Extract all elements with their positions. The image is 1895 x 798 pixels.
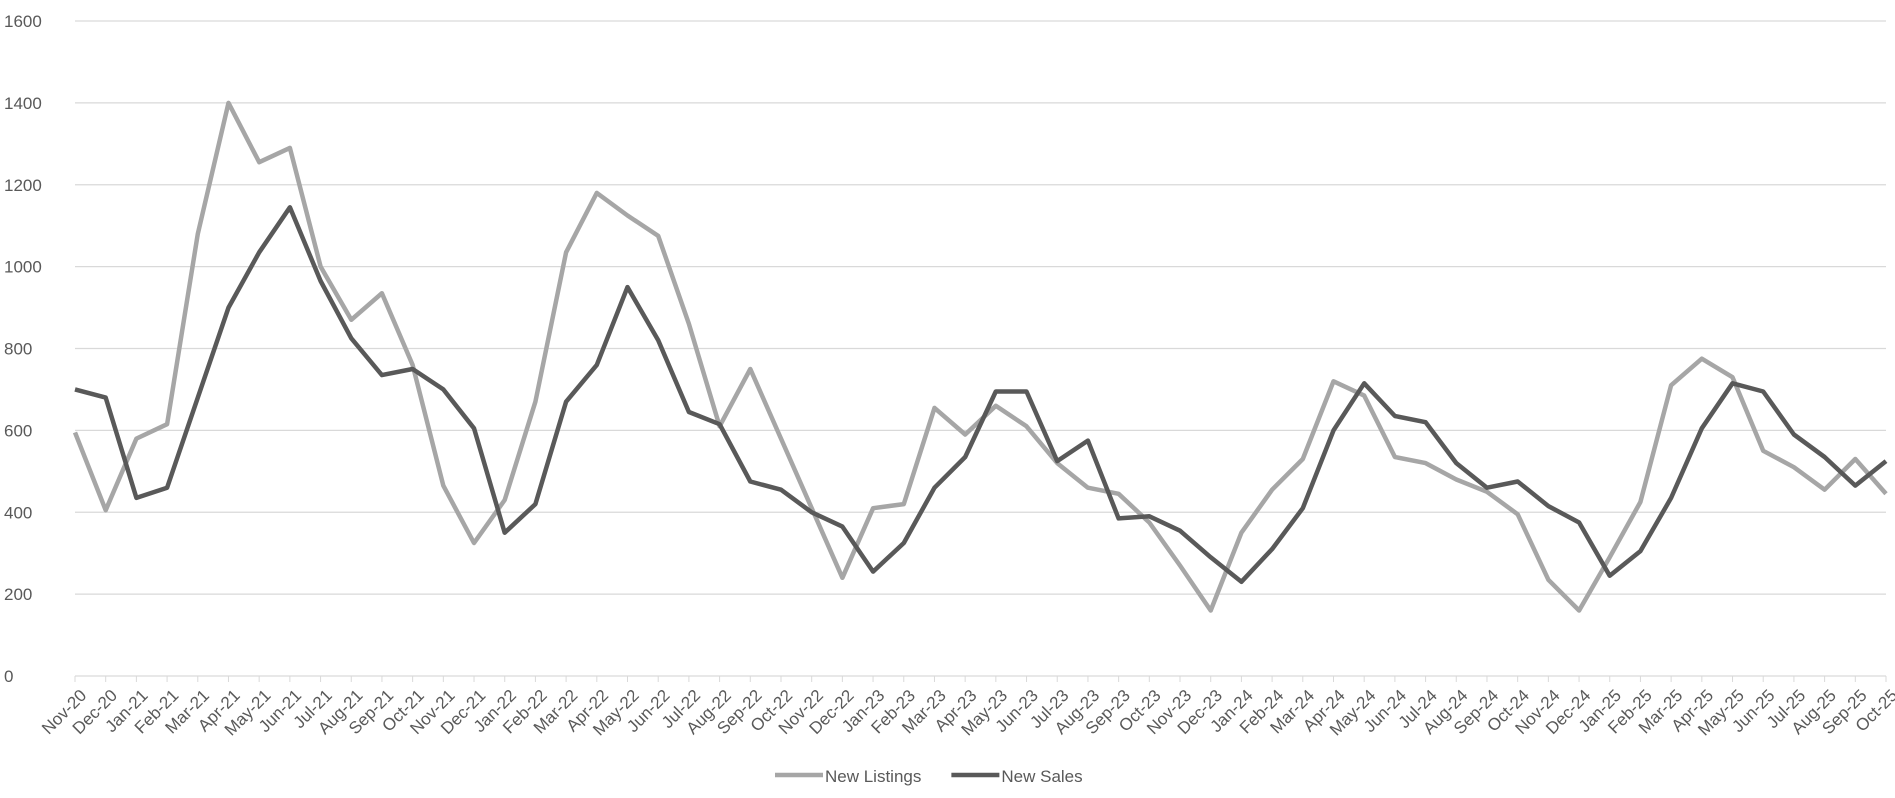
y-tick-label: 200 xyxy=(4,585,32,604)
y-tick-label: 1200 xyxy=(4,176,42,195)
y-tick-label: 800 xyxy=(4,340,32,359)
y-tick-label: 1600 xyxy=(4,12,42,31)
series-line xyxy=(72,100,1888,613)
y-tick-label: 1000 xyxy=(4,258,42,277)
y-tick-label: 1400 xyxy=(4,94,42,113)
y-tick-label: 400 xyxy=(4,503,32,522)
y-tick-label: 600 xyxy=(4,421,32,440)
series-line xyxy=(74,205,1888,585)
legend-label: New Sales xyxy=(1001,767,1082,786)
legend-label: New Listings xyxy=(825,767,921,786)
legend: New Listings New Sales xyxy=(775,767,1083,786)
y-tick-label: 0 xyxy=(4,667,13,686)
